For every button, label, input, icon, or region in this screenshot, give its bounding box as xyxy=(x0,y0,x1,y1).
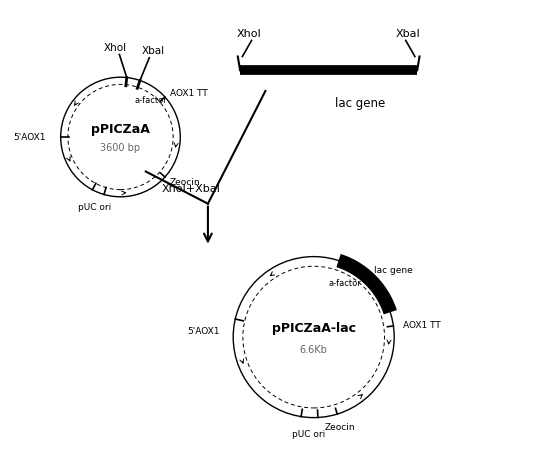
Text: XhoI: XhoI xyxy=(237,29,262,39)
Text: XhoI+XbaI: XhoI+XbaI xyxy=(162,184,221,194)
Text: pPICZaA-lac: pPICZaA-lac xyxy=(272,322,356,335)
Text: lac gene: lac gene xyxy=(335,96,385,109)
Text: AOX1 TT: AOX1 TT xyxy=(402,320,440,330)
Text: 6.6Kb: 6.6Kb xyxy=(300,344,328,354)
Text: pPICZaA: pPICZaA xyxy=(91,123,150,136)
Text: 3600 bp: 3600 bp xyxy=(100,143,140,153)
Text: a-factor: a-factor xyxy=(328,278,361,287)
Text: pUC ori: pUC ori xyxy=(292,429,326,438)
Text: XbaI: XbaI xyxy=(396,29,420,39)
Text: pUC ori: pUC ori xyxy=(78,202,111,211)
Text: Zeocin: Zeocin xyxy=(325,422,355,431)
Text: a-factor: a-factor xyxy=(134,96,167,105)
Text: 5'AOX1: 5'AOX1 xyxy=(187,326,219,335)
Text: 5'AOX1: 5'AOX1 xyxy=(14,132,46,141)
Text: XhoI: XhoI xyxy=(104,43,127,53)
Text: AOX1 TT: AOX1 TT xyxy=(170,89,208,98)
Text: Zeocin: Zeocin xyxy=(170,178,201,187)
Text: XbaI: XbaI xyxy=(141,46,165,56)
Text: lac gene: lac gene xyxy=(374,266,413,274)
